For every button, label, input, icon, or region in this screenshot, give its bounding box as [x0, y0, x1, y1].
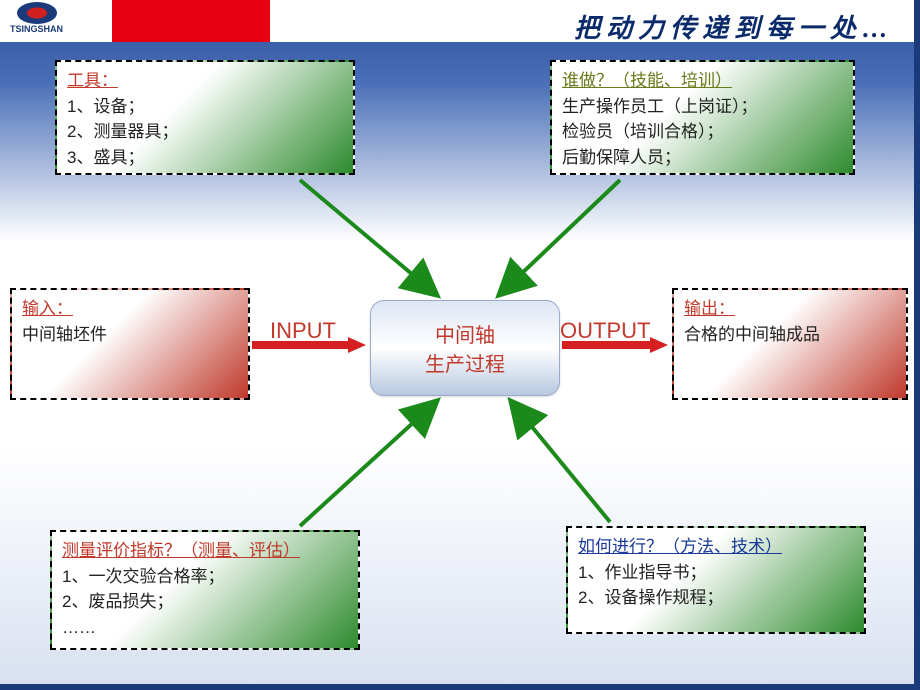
box-line: 1、作业指导书； [578, 560, 854, 586]
box-title: 输入： [22, 296, 238, 322]
frame-edge-bottom [0, 684, 920, 690]
frame-edge-right [914, 0, 920, 690]
header-bar: TSINGSHAN 把动力传递到每一处… [0, 0, 914, 42]
box-line: 2、废品损失； [62, 589, 348, 615]
output-label: OUTPUT [560, 318, 650, 344]
box-line: 3、盛具； [67, 145, 343, 171]
box-measure: 测量评价指标？（测量、评估）1、一次交验合格率；2、废品损失；…… [50, 530, 360, 650]
box-tools: 工具：1、设备；2、测量器具；3、盛具； [55, 60, 355, 175]
box-who: 谁做？（技能、培训）生产操作员工（上岗证）；检验员（培训合格）；后勤保障人员； [550, 60, 855, 175]
box-line: 合格的中间轴成品 [684, 322, 896, 348]
center-line1: 中间轴 [435, 319, 495, 348]
arrow-who_to_center [498, 180, 620, 296]
logo: TSINGSHAN [10, 2, 63, 34]
box-output: 输出：合格的中间轴成品 [672, 288, 908, 400]
box-title: 如何进行？（方法、技术） [578, 534, 854, 560]
arrow-tools_to_center [300, 180, 438, 296]
box-title: 输出： [684, 296, 896, 322]
input-label: INPUT [270, 318, 336, 344]
box-line: 中间轴坯件 [22, 322, 238, 348]
center-line2: 生产过程 [425, 348, 505, 377]
box-line: 后勤保障人员； [562, 145, 843, 171]
box-line: 2、设备操作规程； [578, 585, 854, 611]
logo-icon [17, 2, 57, 24]
arrow-how_to_center [510, 400, 610, 522]
box-title: 测量评价指标？（测量、评估） [62, 538, 348, 564]
box-line: 2、测量器具； [67, 119, 343, 145]
center-process-box: 中间轴 生产过程 [370, 300, 560, 396]
box-line: 检验员（培训合格）； [562, 119, 843, 145]
logo-text: TSINGSHAN [10, 24, 63, 34]
box-line: 1、一次交验合格率； [62, 564, 348, 590]
red-tab [112, 0, 270, 42]
slogan-text: 把动力传递到每一处… [574, 8, 894, 45]
box-title: 工具： [67, 68, 343, 94]
arrow-measure_to_center [300, 400, 438, 526]
box-title: 谁做？（技能、培训） [562, 68, 843, 94]
box-line: 1、设备； [67, 94, 343, 120]
box-line: …… [62, 615, 348, 641]
box-line: 生产操作员工（上岗证）； [562, 94, 843, 120]
box-input: 输入：中间轴坯件 [10, 288, 250, 400]
box-how: 如何进行？（方法、技术）1、作业指导书；2、设备操作规程； [566, 526, 866, 634]
